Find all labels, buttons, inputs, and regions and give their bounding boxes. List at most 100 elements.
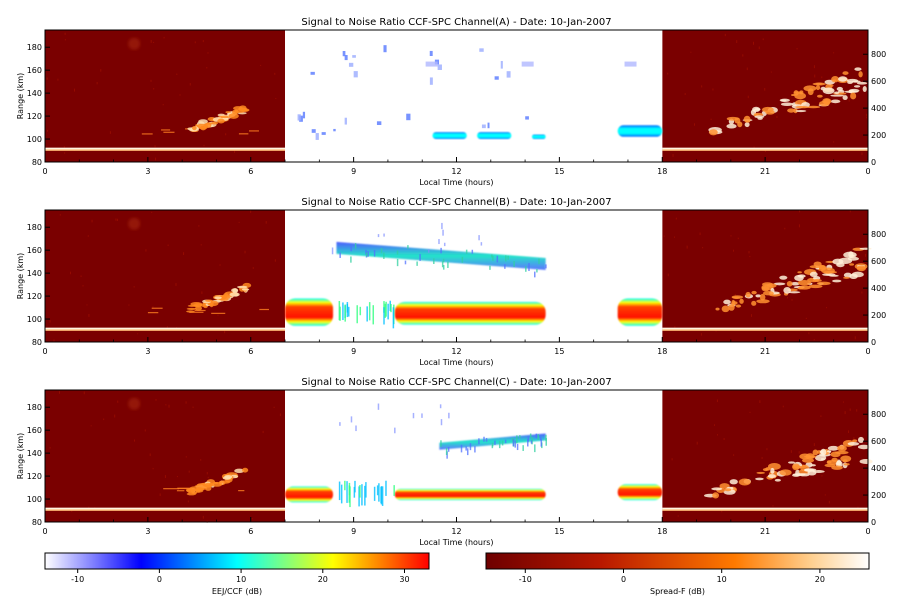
ccf-speck bbox=[525, 266, 527, 272]
spread-f-echo bbox=[788, 461, 795, 464]
ccf-speck bbox=[446, 451, 448, 459]
ccf-speck bbox=[396, 258, 399, 267]
spread-f-echo bbox=[858, 71, 863, 78]
e-region-line bbox=[45, 509, 286, 511]
speckle bbox=[796, 47, 798, 50]
speckle bbox=[748, 251, 750, 254]
speckle bbox=[80, 275, 82, 278]
echo-dash bbox=[151, 307, 163, 309]
ccf-speck bbox=[501, 440, 504, 446]
speckle bbox=[151, 211, 153, 213]
ccf-speck bbox=[504, 439, 507, 444]
eej-echo bbox=[531, 134, 546, 140]
eej-streak bbox=[389, 300, 391, 311]
panel-title: Signal to Noise Ratio CCF-SPC Channel(C)… bbox=[301, 377, 611, 388]
spread-f-echo bbox=[755, 477, 764, 481]
speckle bbox=[279, 413, 281, 417]
x-tick-label: 0 bbox=[865, 527, 870, 536]
spread-f-echo bbox=[827, 445, 840, 451]
spread-f-echo bbox=[831, 465, 843, 470]
speckle bbox=[674, 326, 676, 330]
x-tick-label: 15 bbox=[554, 347, 564, 356]
x-tick-label: 9 bbox=[351, 347, 356, 356]
ccf-speck bbox=[321, 132, 326, 135]
ccf-speck bbox=[534, 444, 536, 453]
ccf-speck bbox=[297, 114, 301, 121]
ccf-speck bbox=[545, 434, 547, 441]
speckle bbox=[721, 510, 723, 513]
ccf-speck bbox=[440, 440, 442, 447]
speckle bbox=[176, 73, 178, 75]
spread-f-echo bbox=[838, 76, 848, 82]
spread-f-echo bbox=[812, 82, 826, 86]
spread-f-echo bbox=[767, 474, 776, 479]
ccf-speck bbox=[342, 50, 346, 57]
spread-f-echo bbox=[850, 92, 857, 100]
ccf-speck bbox=[442, 258, 445, 263]
y-tick-label: 80 bbox=[32, 338, 42, 347]
y-tick-label: 120 bbox=[27, 112, 42, 121]
speckle bbox=[684, 93, 686, 95]
ccf-speck bbox=[505, 255, 507, 262]
spread-f-echo bbox=[219, 115, 231, 119]
x-tick-label: 18 bbox=[657, 347, 667, 356]
ccf-speck bbox=[471, 249, 474, 254]
panel-title: Signal to Noise Ratio CCF-SPC Channel(B)… bbox=[301, 197, 611, 208]
speckle bbox=[185, 401, 187, 404]
echo-dash bbox=[161, 129, 171, 131]
speckle bbox=[674, 236, 676, 238]
eej-echo bbox=[617, 125, 663, 137]
panel-title: Signal to Noise Ratio CCF-SPC Channel(A)… bbox=[301, 17, 611, 28]
spread-f-echo bbox=[762, 282, 773, 287]
speckle bbox=[713, 424, 715, 426]
speckle bbox=[219, 264, 221, 266]
speckle bbox=[724, 33, 726, 37]
eej-streak bbox=[381, 486, 384, 506]
eej-streak bbox=[393, 485, 395, 496]
x-axis-label: Local Time (hours) bbox=[419, 178, 493, 187]
speckle bbox=[864, 253, 866, 257]
e-region-line bbox=[45, 327, 286, 331]
ccf-speck bbox=[331, 247, 334, 255]
ccf-speck bbox=[489, 265, 491, 270]
speckle bbox=[865, 113, 867, 117]
ccf-speck bbox=[478, 438, 480, 445]
spread-f-echo bbox=[835, 450, 849, 455]
y-tick-label: 120 bbox=[27, 292, 42, 301]
ccf-speck bbox=[406, 113, 411, 121]
x-tick-label: 21 bbox=[760, 347, 770, 356]
ccf-speck bbox=[465, 446, 467, 451]
speckle bbox=[844, 411, 846, 415]
e-region-line bbox=[45, 147, 286, 151]
spread-f-echo bbox=[797, 279, 812, 286]
ccf-patch bbox=[624, 61, 637, 67]
speckle bbox=[690, 51, 692, 53]
y2-tick-label: 200 bbox=[871, 311, 886, 320]
speckle bbox=[201, 291, 203, 294]
spread-f-echo bbox=[836, 459, 842, 466]
ccf-speck bbox=[539, 436, 542, 441]
spread-f-echo bbox=[186, 488, 196, 493]
y2-tick-label: 400 bbox=[871, 284, 886, 293]
speckle bbox=[153, 41, 155, 44]
x-tick-label: 15 bbox=[554, 167, 564, 176]
y-tick-label: 180 bbox=[27, 43, 42, 52]
spread-f-echo bbox=[795, 109, 807, 113]
eej-streak bbox=[344, 480, 346, 491]
spread-f-echo bbox=[198, 119, 208, 124]
spread-f-echo bbox=[237, 285, 248, 289]
speckle bbox=[824, 494, 826, 496]
spread-f-echo bbox=[767, 463, 781, 470]
spread-f-echo bbox=[738, 478, 751, 486]
faint-echo bbox=[128, 397, 141, 410]
ccf-speck bbox=[376, 121, 382, 126]
spread-f-echo bbox=[732, 301, 738, 305]
y-tick-label: 140 bbox=[27, 89, 42, 98]
speckle bbox=[206, 67, 208, 69]
speckle bbox=[736, 40, 738, 43]
ccf-speck bbox=[537, 434, 539, 440]
eej-streak bbox=[364, 485, 366, 506]
x-tick-label: 18 bbox=[657, 167, 667, 176]
ccf-speck bbox=[339, 252, 341, 258]
spread-f-echo bbox=[854, 67, 862, 71]
